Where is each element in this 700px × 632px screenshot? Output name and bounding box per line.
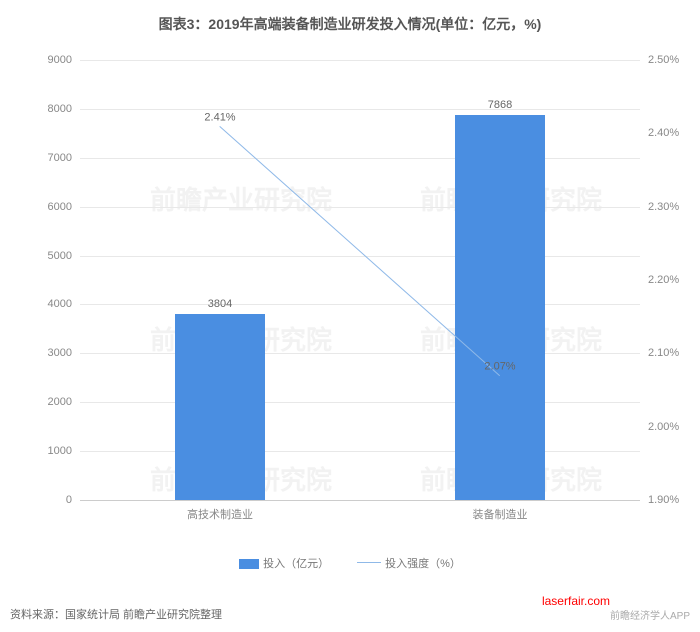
- y-left-tick-label: 5000: [32, 250, 72, 262]
- gridline: [80, 207, 640, 208]
- chart-title: 图表3：2019年高端装备制造业研发投入情况(单位：亿元，%): [0, 0, 700, 34]
- y-left-tick-label: 7000: [32, 152, 72, 164]
- legend-item: 投入（亿元）: [239, 555, 329, 571]
- gridline: [80, 158, 640, 159]
- chart-plot: 前瞻产业研究院前瞻产业研究院前瞻产业研究院前瞻产业研究院前瞻产业研究院前瞻产业研…: [80, 60, 640, 500]
- y-left-tick-label: 0: [32, 494, 72, 506]
- y-left-tick-label: 3000: [32, 347, 72, 359]
- bar: [175, 314, 265, 500]
- y-right-tick-label: 2.10%: [648, 347, 693, 359]
- y-right-tick-label: 2.20%: [648, 274, 693, 286]
- y-left-tick-label: 4000: [32, 298, 72, 310]
- source-label: 资料来源：国家统计局 前瞻产业研究院整理: [10, 606, 222, 622]
- y-right-tick-label: 2.50%: [648, 54, 693, 66]
- gridline: [80, 60, 640, 61]
- legend-label: 投入强度（%）: [385, 558, 461, 570]
- gridline: [80, 402, 640, 403]
- x-axis: [80, 500, 640, 501]
- gridline: [80, 353, 640, 354]
- background-watermark: 前瞻产业研究院: [150, 180, 332, 217]
- legend-swatch-bar: [239, 559, 259, 569]
- gridline: [80, 109, 640, 110]
- y-right-tick-label: 1.90%: [648, 494, 693, 506]
- y-left-tick-label: 2000: [32, 396, 72, 408]
- bar: [455, 115, 545, 500]
- watermark-link: laserfair.com: [542, 594, 610, 608]
- y-left-tick-label: 9000: [32, 54, 72, 66]
- legend-item: 投入强度（%）: [357, 555, 461, 571]
- chart-legend: 投入（亿元） 投入强度（%）: [0, 555, 700, 571]
- gridline: [80, 304, 640, 305]
- line-value-label: 2.41%: [204, 112, 235, 124]
- x-category-label: 高技术制造业: [187, 506, 253, 522]
- bar-value-label: 7868: [488, 99, 512, 111]
- legend-swatch-line: [357, 562, 381, 563]
- line-value-label: 2.07%: [484, 361, 515, 373]
- y-left-tick-label: 6000: [32, 201, 72, 213]
- gridline: [80, 451, 640, 452]
- gridline: [80, 256, 640, 257]
- legend-label: 投入（亿元）: [263, 558, 329, 570]
- x-category-label: 装备制造业: [473, 506, 528, 522]
- bar-value-label: 3804: [208, 298, 232, 310]
- chart-area: 前瞻产业研究院前瞻产业研究院前瞻产业研究院前瞻产业研究院前瞻产业研究院前瞻产业研…: [80, 60, 640, 530]
- y-left-tick-label: 8000: [32, 103, 72, 115]
- y-right-tick-label: 2.00%: [648, 421, 693, 433]
- footer-right: 前瞻经济学人APP: [610, 607, 690, 622]
- y-left-tick-label: 1000: [32, 445, 72, 457]
- y-right-tick-label: 2.30%: [648, 201, 693, 213]
- y-right-tick-label: 2.40%: [648, 127, 693, 139]
